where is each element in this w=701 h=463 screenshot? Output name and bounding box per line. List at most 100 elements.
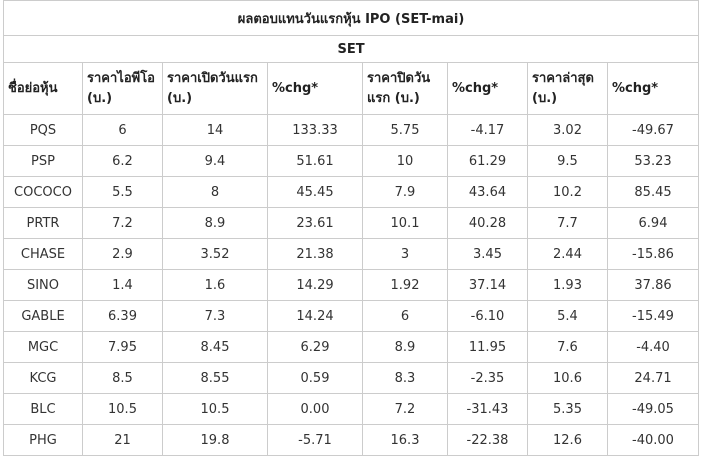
cell: -4.17 — [447, 114, 528, 146]
cell: GABLE — [3, 300, 83, 332]
header-cell: ราคาปิดวันแรก (บ.) — [362, 62, 448, 115]
cell: 10.2 — [527, 176, 608, 208]
cell: 6.39 — [82, 300, 163, 332]
cell: 14.24 — [267, 300, 363, 332]
cell: 1.4 — [82, 269, 163, 301]
cell: -5.71 — [267, 424, 363, 456]
cell: 6.29 — [267, 331, 363, 363]
cell: 6 — [362, 300, 448, 332]
data-row: KCG 8.5 8.55 0.59 8.3 -2.35 10.6 24.71 — [3, 362, 700, 394]
data-row: CHASE 2.9 3.52 21.38 3 3.45 2.44 -15.86 — [3, 238, 700, 270]
title-row: ผลตอบแทนวันแรกหุ้น IPO (SET-mai) — [2, 0, 700, 36]
cell: 3.45 — [447, 238, 528, 270]
cell: 37.14 — [447, 269, 528, 301]
table-subtitle: SET — [2, 35, 700, 63]
cell: -49.67 — [606, 114, 700, 146]
cell: 45.45 — [267, 176, 363, 208]
cell: 8.3 — [362, 362, 448, 394]
cell: 5.4 — [527, 300, 608, 332]
data-row: SINO 1.4 1.6 14.29 1.92 37.14 1.93 37.86 — [3, 269, 700, 301]
data-row: COCOCO 5.5 8 45.45 7.9 43.64 10.2 85.45 — [3, 176, 700, 208]
cell: 12.6 — [527, 424, 608, 456]
cell: 3.02 — [527, 114, 608, 146]
cell: 51.61 — [267, 145, 363, 177]
header-row: ชื่อย่อหุ้น ราคาไอพีโอ (บ.) ราคาเปิดวันแรก… — [3, 62, 700, 115]
data-row: PSP 6.2 9.4 51.61 10 61.29 9.5 53.23 — [3, 145, 700, 177]
data-row: GABLE 6.39 7.3 14.24 6 -6.10 5.4 -15.49 — [3, 300, 700, 332]
cell: 7.7 — [527, 207, 608, 239]
cell: 5.5 — [82, 176, 163, 208]
cell: 85.45 — [606, 176, 700, 208]
cell: 10.5 — [82, 393, 163, 425]
cell: 9.5 — [527, 145, 608, 177]
cell: 8.55 — [162, 362, 268, 394]
cell: 10.1 — [362, 207, 448, 239]
cell: PSP — [3, 145, 83, 177]
cell: 61.29 — [447, 145, 528, 177]
cell: -2.35 — [447, 362, 528, 394]
cell: 2.9 — [82, 238, 163, 270]
cell: -6.10 — [447, 300, 528, 332]
cell: -31.43 — [447, 393, 528, 425]
cell: 6.94 — [606, 207, 700, 239]
cell: 10 — [362, 145, 448, 177]
header-cell: %chg* — [447, 62, 528, 115]
cell: 24.71 — [606, 362, 700, 394]
header-cell: ราคาไอพีโอ (บ.) — [82, 62, 163, 115]
cell: PQS — [3, 114, 83, 146]
cell: 23.61 — [267, 207, 363, 239]
cell: 133.33 — [267, 114, 363, 146]
header-cell: %chg* — [606, 62, 700, 115]
cell: -15.86 — [606, 238, 700, 270]
cell: 0.00 — [267, 393, 363, 425]
cell: 2.44 — [527, 238, 608, 270]
cell: -4.40 — [606, 331, 700, 363]
cell: BLC — [3, 393, 83, 425]
cell: 16.3 — [362, 424, 448, 456]
cell: 7.95 — [82, 331, 163, 363]
cell: 21 — [82, 424, 163, 456]
header-cell: ราคาเปิดวันแรก (บ.) — [162, 62, 268, 115]
data-row: PRTR 7.2 8.9 23.61 10.1 40.28 7.7 6.94 — [3, 207, 700, 239]
cell: -22.38 — [447, 424, 528, 456]
cell: 14 — [162, 114, 268, 146]
cell: 0.59 — [267, 362, 363, 394]
header-cell: ราคาล่าสุด (บ.) — [527, 62, 608, 115]
data-row: MGC 7.95 8.45 6.29 8.9 11.95 7.6 -4.40 — [3, 331, 700, 363]
cell: CHASE — [3, 238, 83, 270]
cell: 7.6 — [527, 331, 608, 363]
cell: 43.64 — [447, 176, 528, 208]
cell: 8.9 — [162, 207, 268, 239]
cell: 7.2 — [82, 207, 163, 239]
cell: 19.8 — [162, 424, 268, 456]
table-title: ผลตอบแทนวันแรกหุ้น IPO (SET-mai) — [2, 0, 700, 36]
cell: 1.6 — [162, 269, 268, 301]
cell: 6.2 — [82, 145, 163, 177]
cell: 3 — [362, 238, 448, 270]
cell: 5.35 — [527, 393, 608, 425]
cell: 1.92 — [362, 269, 448, 301]
cell: 5.75 — [362, 114, 448, 146]
cell: 14.29 — [267, 269, 363, 301]
cell: 8.9 — [362, 331, 448, 363]
cell: PHG — [3, 424, 83, 456]
cell: 8.45 — [162, 331, 268, 363]
cell: 7.9 — [362, 176, 448, 208]
header-cell: %chg* — [267, 62, 363, 115]
cell: 53.23 — [606, 145, 700, 177]
cell: 8 — [162, 176, 268, 208]
data-row: PQS 6 14 133.33 5.75 -4.17 3.02 -49.67 — [3, 114, 700, 146]
cell: COCOCO — [3, 176, 83, 208]
cell: 37.86 — [606, 269, 700, 301]
cell: 40.28 — [447, 207, 528, 239]
cell: -49.05 — [606, 393, 700, 425]
subtitle-row: SET — [2, 35, 700, 63]
cell: 10.5 — [162, 393, 268, 425]
data-row: PHG 21 19.8 -5.71 16.3 -22.38 12.6 -40.00 — [3, 424, 700, 456]
cell: 8.5 — [82, 362, 163, 394]
cell: 9.4 — [162, 145, 268, 177]
data-row: BLC 10.5 10.5 0.00 7.2 -31.43 5.35 -49.05 — [3, 393, 700, 425]
cell: 7.3 — [162, 300, 268, 332]
